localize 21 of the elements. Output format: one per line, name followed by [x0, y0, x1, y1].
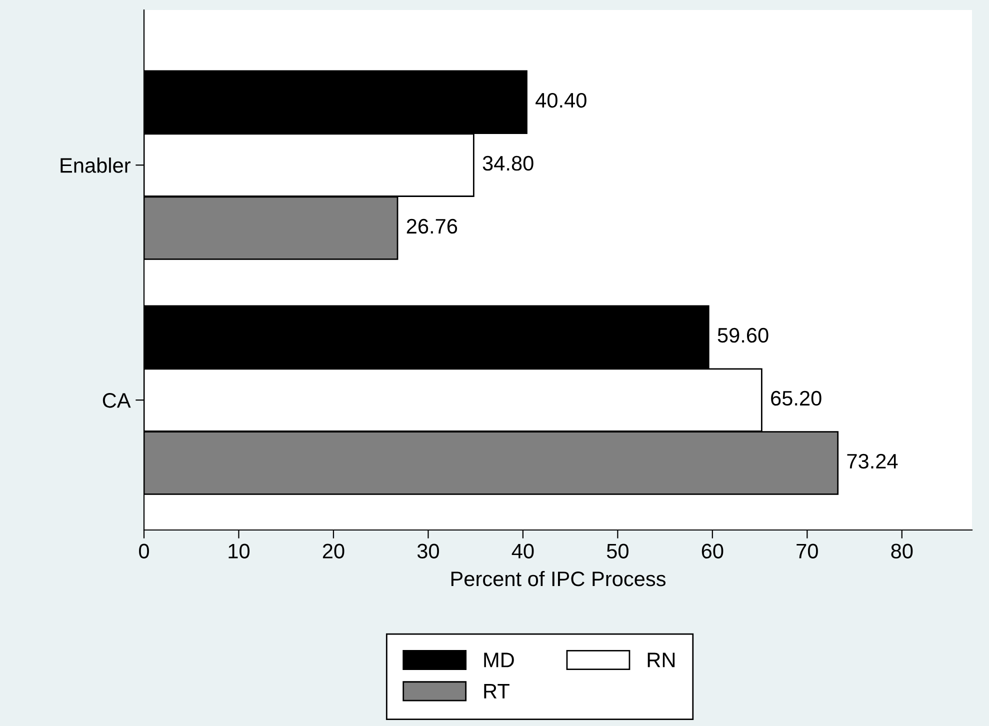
x-tick-label: 0: [139, 544, 149, 558]
data-label: 59.60: [718, 328, 768, 343]
x-tick-label: 60: [702, 544, 724, 558]
legend-label: RT: [484, 684, 510, 698]
x-tick-label: 40: [512, 544, 534, 558]
x-tick-label: 10: [228, 544, 250, 558]
x-tick-label: 30: [417, 544, 439, 558]
y-tick-label: Enabler: [60, 158, 130, 173]
legend-label: MD: [484, 652, 514, 668]
data-label: 34.80: [482, 156, 534, 171]
legend-label: RN: [648, 652, 675, 668]
x-tick-label: 70: [796, 544, 818, 558]
y-tick-label: CA: [102, 393, 131, 408]
data-label: 65.20: [771, 390, 822, 406]
x-tick-label: 20: [322, 544, 344, 558]
data-label: 26.76: [406, 218, 458, 234]
x-tick-label: 50: [606, 544, 628, 558]
x-tick-label: 80: [891, 544, 913, 558]
x-axis-title: Percent of IPC Process: [451, 570, 666, 586]
data-label: 73.24: [847, 454, 898, 469]
data-label: 40.40: [536, 92, 586, 108]
